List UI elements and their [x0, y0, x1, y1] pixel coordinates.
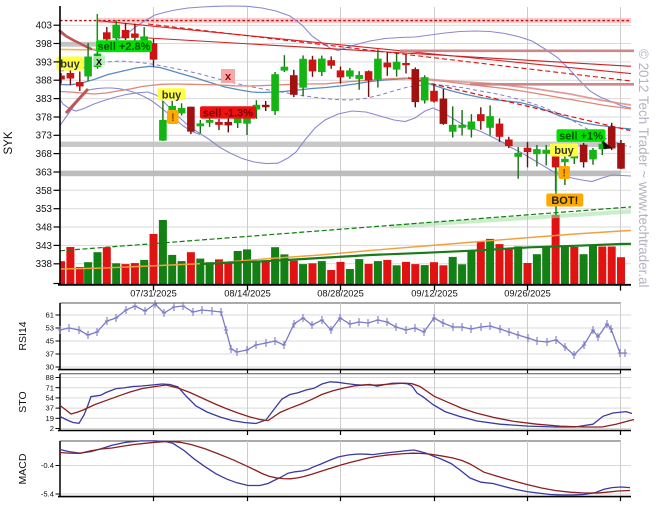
svg-text:88: 88 [46, 373, 54, 382]
svg-text:!: ! [562, 168, 566, 180]
svg-text:403: 403 [36, 21, 53, 32]
svg-text:393: 393 [36, 57, 53, 68]
svg-text:BOT!: BOT! [551, 195, 578, 207]
svg-text:STO: STO [17, 391, 29, 412]
svg-text:08/14/2025: 08/14/2025 [224, 289, 271, 299]
svg-text:© 2012 Tech Trader ~ www.techt: © 2012 Tech Trader ~ www.techtrader.al [636, 49, 651, 288]
svg-text:2: 2 [50, 424, 54, 433]
svg-text:-5.4: -5.4 [41, 490, 54, 499]
svg-text:343: 343 [36, 241, 53, 252]
svg-text:RSI14: RSI14 [17, 321, 29, 350]
svg-text:358: 358 [36, 186, 53, 197]
svg-text:368: 368 [36, 149, 53, 160]
svg-text:buy: buy [60, 59, 80, 71]
svg-text:363: 363 [36, 167, 53, 178]
svg-text:sell +2.8%: sell +2.8% [98, 41, 151, 53]
svg-text:54: 54 [46, 394, 54, 403]
svg-text:61: 61 [46, 311, 54, 320]
svg-text:30: 30 [46, 363, 54, 372]
svg-text:-0.4: -0.4 [41, 461, 54, 470]
svg-text:MACD: MACD [17, 453, 29, 484]
svg-text:378: 378 [36, 112, 53, 123]
svg-text:!: ! [171, 112, 175, 124]
svg-text:388: 388 [36, 76, 53, 87]
svg-text:71: 71 [46, 383, 54, 392]
svg-text:37: 37 [46, 350, 54, 359]
svg-text:338: 338 [36, 259, 53, 270]
svg-text:348: 348 [36, 222, 53, 233]
svg-text:19: 19 [46, 414, 54, 423]
svg-text:sell +1%: sell +1% [559, 131, 603, 143]
svg-text:buy: buy [162, 89, 182, 101]
svg-text:37: 37 [46, 404, 54, 413]
svg-text:x: x [225, 71, 232, 83]
svg-text:53: 53 [46, 324, 54, 333]
svg-text:398: 398 [36, 39, 53, 50]
svg-text:SYK: SYK [3, 131, 15, 154]
svg-text:45: 45 [46, 337, 54, 346]
svg-text:383: 383 [36, 94, 53, 105]
svg-text:sell -1.3%: sell -1.3% [203, 107, 253, 119]
svg-text:09/26/2025: 09/26/2025 [504, 289, 551, 299]
svg-text:buy: buy [554, 145, 574, 157]
svg-text:09/12/2025: 09/12/2025 [411, 289, 458, 299]
svg-text:08/28/2025: 08/28/2025 [317, 289, 364, 299]
svg-text:x: x [96, 56, 103, 68]
svg-text:07/31/2025: 07/31/2025 [130, 289, 177, 299]
svg-text:353: 353 [36, 204, 53, 215]
svg-text:373: 373 [36, 131, 53, 142]
